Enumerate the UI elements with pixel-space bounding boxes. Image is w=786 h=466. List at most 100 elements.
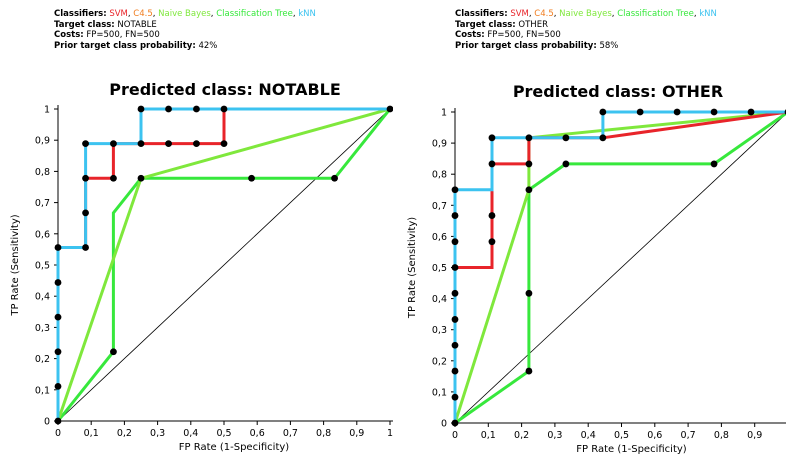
y-tick-label: 0,8 xyxy=(432,170,447,181)
y-axis-label: TP Rate (Sensitivity) xyxy=(407,217,418,319)
target-label: Target class: xyxy=(455,19,516,30)
data-point xyxy=(451,316,459,323)
data-point xyxy=(488,238,496,246)
y-tick-label: 0,9 xyxy=(432,139,447,150)
data-point xyxy=(193,140,200,148)
y-axis-label: TP Rate (Sensitivity) xyxy=(10,214,21,316)
separator: , xyxy=(152,9,159,19)
data-point xyxy=(599,134,607,142)
data-point xyxy=(110,348,117,356)
data-point xyxy=(110,140,117,148)
prior-line: Prior target class probability: 42% xyxy=(54,41,316,52)
y-tick-label: 0,5 xyxy=(35,261,50,272)
data-point xyxy=(488,212,496,219)
classifiers-label: Classifiers: xyxy=(455,9,508,19)
y-tick-label: 0,7 xyxy=(35,198,50,209)
data-point xyxy=(193,105,200,113)
roc-chart-other: Predicted class: OTHER 0 0,1 0,2 0,3 0,4 0,5 0,… xyxy=(407,82,786,455)
x-axis-label: FP Rate (1-Specificity) xyxy=(179,442,289,453)
x-tick-label: 0,8 xyxy=(714,430,729,441)
costs-label: Costs: xyxy=(54,30,84,40)
separator: , xyxy=(292,9,299,19)
y-tick-label: 0,6 xyxy=(432,232,447,243)
y-tick-label: 0,4 xyxy=(35,292,50,303)
data-point xyxy=(451,238,459,246)
roc-panel-other: Classifiers: SVM, C4.5, Naive Bayes, Cla… xyxy=(393,0,786,466)
chart-title: Predicted class: NOTABLE xyxy=(109,80,341,99)
data-point xyxy=(331,174,338,182)
data-point xyxy=(451,264,459,271)
data-point xyxy=(451,212,459,219)
y-tick-label: 0,5 xyxy=(432,263,447,274)
y-tick-label: 1 xyxy=(44,105,50,116)
separator: , xyxy=(611,9,618,19)
target-label: Target class: xyxy=(54,19,115,30)
data-point xyxy=(54,244,62,251)
data-point xyxy=(747,108,755,116)
data-point xyxy=(165,105,172,113)
data-point xyxy=(137,105,145,113)
x-tick-label: 0,9 xyxy=(349,428,364,439)
y-tick-label: 0,9 xyxy=(35,136,50,147)
separator: , xyxy=(210,9,217,19)
data-point xyxy=(137,174,145,182)
data-point xyxy=(599,108,607,116)
data-point xyxy=(54,417,62,425)
x-tick-label: 0,9 xyxy=(747,430,762,441)
x-tick-label: 0,8 xyxy=(316,428,331,439)
costs-line: Costs: FP=500, FN=500 xyxy=(455,30,717,41)
prior-label: Prior target class probability: xyxy=(54,40,196,51)
costs-label: Costs: xyxy=(455,30,485,40)
x-tick-label: 0,6 xyxy=(647,430,662,441)
data-point xyxy=(488,160,496,168)
data-point xyxy=(562,160,570,168)
classifiers-label: Classifiers: xyxy=(54,9,107,19)
costs-value: FP=500, FN=500 xyxy=(86,30,160,40)
x-tick-label: 0,7 xyxy=(283,428,298,439)
x-tick-label: 0 xyxy=(452,430,458,441)
y-tick-label: 0,1 xyxy=(35,385,50,396)
data-point xyxy=(137,140,145,148)
data-point xyxy=(165,140,172,148)
y-tick-label: 0,3 xyxy=(432,325,447,336)
separator: , xyxy=(127,9,134,19)
classifiers-line: Classifiers: SVM, C4.5, Naive Bayes, Cla… xyxy=(54,9,316,20)
data-point xyxy=(525,289,533,297)
target-line: Target class: OTHER xyxy=(455,20,717,31)
info-block: Classifiers: SVM, C4.5, Naive Bayes, Cla… xyxy=(54,9,316,51)
separator: , xyxy=(528,9,535,19)
y-tick-label: 0,2 xyxy=(35,354,50,365)
y-tick-label: 0 xyxy=(441,419,447,430)
costs-line: Costs: FP=500, FN=500 xyxy=(54,30,316,41)
x-tick-label: 1 xyxy=(387,428,393,439)
x-tick-label: 0,5 xyxy=(216,428,231,439)
data-point xyxy=(220,105,228,113)
data-point xyxy=(710,160,718,168)
y-tick-label: 0,6 xyxy=(35,229,50,240)
data-point xyxy=(451,367,459,375)
x-tick-label: 0,7 xyxy=(681,430,696,441)
classifier-name: Naive Bayes xyxy=(158,9,211,19)
data-point xyxy=(525,186,533,194)
x-tick-label: 0,3 xyxy=(150,428,165,439)
y-tick-label: 1 xyxy=(441,108,447,119)
chart-title: Predicted class: OTHER xyxy=(513,82,723,101)
classifier-name: Classification Tree xyxy=(617,9,694,19)
costs-value: FP=500, FN=500 xyxy=(487,30,561,40)
x-axis-label: FP Rate (1-Specificity) xyxy=(576,444,686,455)
roc-chart-notable: Predicted class: NOTABLE 0 0,1 0,2 0,3 0,4 0,5… xyxy=(10,80,393,453)
prior-line: Prior target class probability: 58% xyxy=(455,41,717,52)
diagonal-line xyxy=(57,108,391,422)
prior-label: Prior target class probability: xyxy=(455,40,597,51)
target-value: NOTABLE xyxy=(117,19,157,30)
x-tick-label: 0,1 xyxy=(84,428,99,439)
target-line: Target class: NOTABLE xyxy=(54,20,316,31)
classifier-name: C4.5 xyxy=(534,9,554,19)
separator: , xyxy=(693,9,700,19)
x-tick-label: 0,4 xyxy=(581,430,596,441)
classifier-name: C4.5 xyxy=(133,9,153,19)
classifier-list: SVM, C4.5, Naive Bayes, Classification T… xyxy=(510,9,717,19)
data-point xyxy=(488,134,496,142)
classifier-list: SVM, C4.5, Naive Bayes, Classification T… xyxy=(109,9,316,19)
series-line xyxy=(453,110,786,423)
